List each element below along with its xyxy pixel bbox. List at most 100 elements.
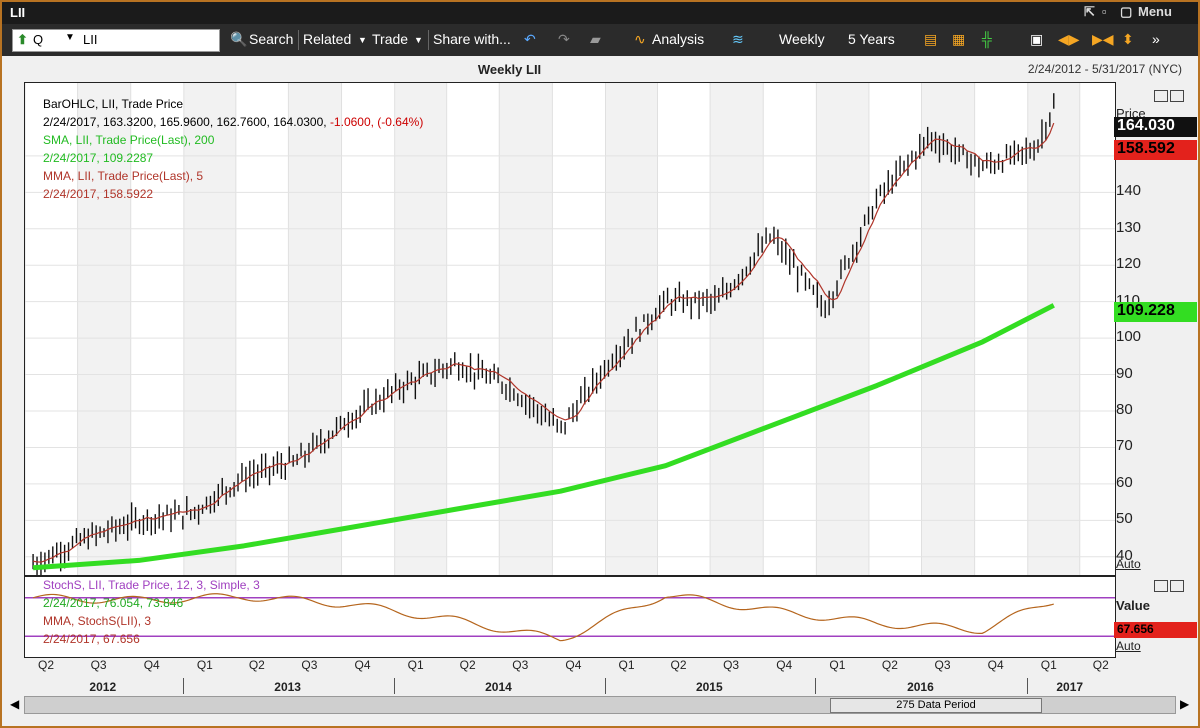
- scroll-thumb[interactable]: 275 Data Period: [830, 698, 1042, 713]
- quarter-label: Q4: [565, 658, 582, 672]
- panel-restore-icon[interactable]: [1154, 90, 1168, 102]
- legend-bar-values: 2/24/2017, 163.3200, 165.9600, 162.7600,…: [43, 115, 424, 129]
- quarter-label: Q2: [459, 658, 476, 672]
- scroll-left-icon[interactable]: ◀▶: [1058, 31, 1080, 47]
- year-label: 2017: [1056, 680, 1084, 694]
- quarter-band: [710, 83, 764, 575]
- pin-icon[interactable]: ⇱: [1084, 4, 1095, 19]
- chart-legend: BarOHLC, LII, Trade Price 2/24/2017, 163…: [43, 95, 423, 203]
- menu-button[interactable]: Menu: [1138, 4, 1172, 19]
- price-tick-label: 130: [1116, 218, 1142, 236]
- more-icon[interactable]: »: [1152, 31, 1160, 47]
- stoch-auto-button[interactable]: Auto: [1116, 639, 1141, 653]
- price-tick-label: 70: [1116, 437, 1133, 455]
- legend-mma-value: 2/24/2017, 158.5922: [43, 187, 154, 201]
- price-tick-label: 50: [1116, 510, 1133, 528]
- quarter-band: [921, 83, 975, 575]
- price-chart: [24, 83, 1115, 577]
- mma-flag: 158.592: [1114, 140, 1197, 160]
- price-tick-label: 40: [1116, 546, 1133, 564]
- stoch-chart: [25, 593, 1115, 642]
- stoch-restore-icon[interactable]: [1154, 580, 1168, 592]
- up-arrow-icon: ⬆: [17, 32, 28, 47]
- year-label: 2016: [907, 680, 934, 694]
- expand-icon[interactable]: ⬍: [1122, 31, 1134, 47]
- period-select[interactable]: 5 Years: [848, 31, 895, 47]
- share-button[interactable]: Share with...: [433, 31, 511, 47]
- zoom-icon[interactable]: ▶◀: [1092, 31, 1114, 47]
- sma-flag: 109.228: [1114, 302, 1197, 322]
- chevron-down-icon[interactable]: ▼: [358, 35, 367, 45]
- quarter-band: [1027, 83, 1080, 575]
- quarter-label: Q4: [987, 658, 1004, 672]
- time-scrollbar[interactable]: 275 Data Period: [24, 696, 1176, 714]
- layout-icon[interactable]: ▣: [1030, 31, 1044, 47]
- quarter-label: Q4: [354, 658, 371, 672]
- year-divider: [182, 678, 184, 694]
- window-title: LII: [10, 5, 26, 20]
- scroll-left-arrow[interactable]: ◀: [10, 697, 20, 711]
- analysis-button[interactable]: Analysis: [652, 31, 705, 47]
- stoch-plot[interactable]: StochS, LII, Trade Price, 12, 3, Simple,…: [24, 576, 1116, 658]
- studies-icon[interactable]: ≋: [732, 31, 744, 47]
- year-divider: [1026, 678, 1028, 694]
- symbol-input[interactable]: ⬆ Q ▼ LII: [12, 29, 220, 52]
- quarter-band: [394, 83, 447, 575]
- last-price-flag: 164.030: [1114, 117, 1197, 137]
- quarter-label: Q3: [90, 658, 107, 672]
- quarter-label: Q3: [723, 658, 740, 672]
- legend-bar-label: BarOHLC, LII, Trade Price: [43, 97, 184, 111]
- maximize-icon[interactable]: ▢: [1120, 4, 1133, 19]
- quarter-label: Q2: [38, 658, 55, 672]
- stoch-label: StochS, LII, Trade Price, 12, 3, Simple,…: [43, 578, 260, 592]
- folder-icon[interactable]: ▰: [590, 31, 601, 47]
- price-plot[interactable]: BarOHLC, LII, Trade Price 2/24/2017, 163…: [24, 82, 1116, 577]
- chart-type-icon[interactable]: ▤: [924, 31, 938, 47]
- quarter-label: Q3: [512, 658, 529, 672]
- quarter-label: Q4: [776, 658, 793, 672]
- panel-close-icon[interactable]: [1170, 90, 1184, 102]
- year-label: 2014: [485, 680, 512, 694]
- search-button[interactable]: Search: [249, 31, 294, 47]
- quarter-label: Q1: [618, 658, 635, 672]
- price-tick-label: 80: [1116, 401, 1133, 418]
- symbol-value: LII: [83, 32, 98, 47]
- chevron-down-icon[interactable]: ▼: [414, 35, 423, 45]
- stoch-mma-label: MMA, StochS(LII), 3: [43, 614, 152, 628]
- dropdown-icon[interactable]: ▼: [65, 32, 75, 43]
- stoch-axis-label: Value: [1116, 598, 1150, 613]
- time-axis: Q2 Q3 Q4 Q1 Q2 Q3 Q4 Q1 Q2 Q3 Q4 Q1 Q2 Q3 Q4 Q1 Q2 Q3 Q4 Q1…: [2, 656, 1198, 696]
- quarter-label: Q4: [143, 658, 160, 672]
- drawing-icon[interactable]: ▦: [952, 31, 966, 47]
- stoch-value: 2/24/2017, 76.054, 73.846: [43, 596, 184, 610]
- search-icon[interactable]: 🔍: [230, 31, 248, 47]
- quarter-band: [77, 83, 131, 575]
- quarter-label: Q3: [301, 658, 318, 672]
- price-tick-label: 120: [1116, 255, 1142, 273]
- scroll-right-arrow[interactable]: ▶: [1180, 697, 1190, 711]
- year-label: 2015: [695, 680, 723, 694]
- quarter-label: Q3: [934, 658, 951, 672]
- quarter-band: [816, 83, 869, 575]
- minimize-icon[interactable]: ▫: [1102, 4, 1107, 19]
- year-divider: [815, 678, 817, 694]
- stoch-legend: StochS, LII, Trade Price, 12, 3, Simple,…: [43, 576, 260, 648]
- quarter-label: Q2: [881, 658, 898, 672]
- quarter-band: [288, 83, 342, 575]
- analysis-icon[interactable]: ∿: [634, 31, 646, 47]
- stoch-line: [32, 593, 1054, 642]
- price-tick-label: 60: [1116, 473, 1133, 491]
- redo-icon[interactable]: ↷: [558, 31, 570, 47]
- legend-mma-label: MMA, LII, Trade Price(Last), 5: [43, 169, 204, 183]
- quarter-label: Q2: [670, 658, 687, 672]
- quarter-label: Q1: [829, 658, 846, 672]
- stoch-close-icon[interactable]: [1170, 580, 1184, 592]
- year-divider: [393, 678, 395, 694]
- related-button[interactable]: Related: [303, 31, 352, 47]
- crosshair-icon[interactable]: ╬: [982, 31, 992, 47]
- interval-select[interactable]: Weekly: [779, 31, 825, 47]
- undo-icon[interactable]: ↶: [524, 31, 536, 47]
- trade-button[interactable]: Trade: [372, 31, 409, 47]
- auto-scale-button[interactable]: Auto: [1116, 557, 1141, 571]
- stoch-flag: 67.656: [1114, 622, 1197, 638]
